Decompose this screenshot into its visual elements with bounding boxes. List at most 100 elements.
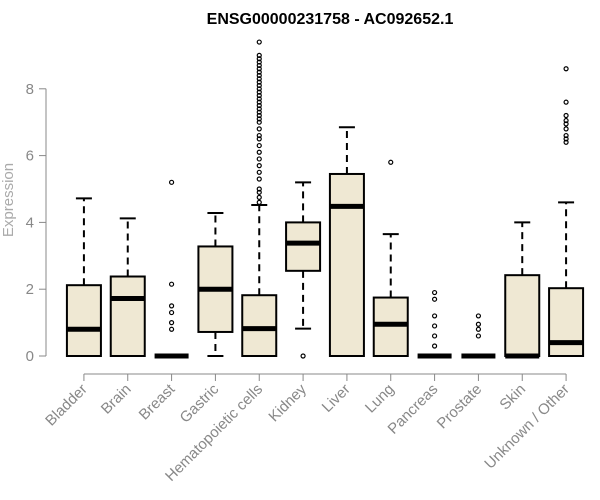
outlier-point [256,86,262,92]
outlier-point [256,163,262,169]
box [65,284,102,357]
x-tick-label: Brain [98,381,135,418]
outlier-point [256,112,262,119]
box [285,221,322,272]
box-group [241,39,278,358]
outlier-point [563,117,569,124]
outlier-point [256,79,262,85]
outlier-point [256,119,262,125]
box-group [109,217,146,357]
y-tick-label: 6 [26,148,34,165]
outlier-point [256,199,262,205]
x-tick-label: Lung [362,381,398,417]
outlier-point [475,321,482,327]
outlier-point [256,99,262,105]
outlier-point [256,89,262,95]
x-tick-label: Liver [319,381,354,416]
outlier-point [256,76,262,82]
outlier-point [256,39,262,45]
x-tick-label: Prostate [434,381,486,433]
outlier-point [563,121,569,127]
outlier-point [431,323,438,329]
outlier-point [168,326,175,332]
outlier-point [563,66,569,72]
outlier-point [256,194,262,200]
outlier-point [256,66,262,72]
outlier-point [563,99,569,105]
x-tick-label: Skin [496,381,529,414]
outlier-point [563,136,569,142]
outlier-point [168,303,175,309]
y-tick-label: 2 [26,281,34,298]
box-group [461,313,496,359]
y-axis-label: Expression [0,163,17,237]
outlier-point [256,169,262,175]
box-group [417,289,452,359]
outlier-point [431,313,438,319]
outlier-point [256,186,262,192]
outlier-point [475,333,482,339]
x-tick-label: Kidney [265,380,310,425]
outlier-point [256,116,262,122]
box [328,172,365,357]
outlier-point [256,52,262,59]
box-group [285,181,322,359]
outlier-point [256,69,262,75]
outlier-point [256,149,262,155]
x-tick-label: Breast [136,380,179,423]
outlier-point [256,132,262,139]
box-group [548,66,585,357]
outlier-point [256,72,262,79]
outlier-point [388,159,394,165]
outlier-point [256,156,262,162]
outlier-point [256,126,262,132]
outlier-point [256,189,262,195]
box [504,274,541,357]
box-group [65,197,102,357]
box-group [372,159,409,357]
outlier-point [168,309,175,316]
y-tick-label: 4 [26,214,34,231]
box-group [504,221,541,359]
box-group [328,126,365,357]
y-tick-label: 8 [26,81,34,98]
outlier-point [563,132,569,139]
outlier-point [168,179,175,185]
outlier-point [256,102,262,109]
outlier-point [256,142,262,149]
outlier-point [563,126,569,132]
y-axis: 0 2 4 6 8 [26,81,47,365]
outlier-point [431,289,438,296]
y-tick-label: 0 [26,348,34,365]
outlier-point [168,320,175,326]
outlier-point [563,112,569,119]
outlier-point [256,96,262,102]
outlier-point [256,56,262,62]
outlier-point [431,333,438,339]
box [109,275,146,357]
outlier-point [256,59,262,65]
outlier-point [256,92,262,99]
outlier-point [256,136,262,142]
box-group [154,179,189,359]
x-tick-label: Bladder [42,381,91,430]
box-series [65,39,585,359]
outlier-point [256,176,262,182]
box [548,287,585,357]
box-group [197,212,234,357]
box [372,296,409,357]
box [241,294,278,358]
outlier-point [168,281,175,287]
outlier-point [475,313,482,319]
outlier-point [475,326,482,332]
chart-title: ENSG00000231758 - AC092652.1 [207,11,454,28]
outlier-point [256,82,262,89]
outlier-point [431,343,438,349]
outlier-point [563,139,569,145]
outlier-point [256,106,262,112]
outlier-point [256,109,262,115]
outlier-point [256,62,262,69]
